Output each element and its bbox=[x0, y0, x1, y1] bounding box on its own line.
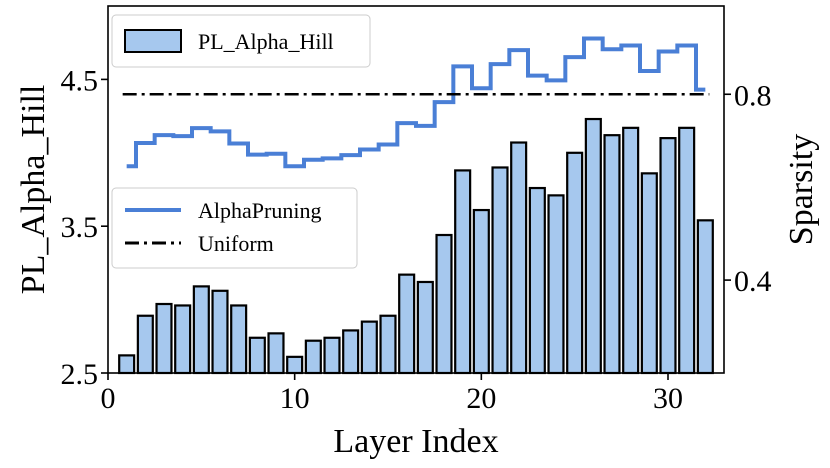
bar-layer-3 bbox=[155, 302, 173, 375]
bar-layer-28 bbox=[622, 126, 640, 375]
bar-layer-2 bbox=[136, 314, 154, 375]
bar-layer-1 bbox=[118, 354, 136, 375]
bar-layer-7 bbox=[230, 304, 248, 375]
bar-layer-25 bbox=[566, 151, 584, 375]
bar-layer-9 bbox=[267, 332, 285, 375]
bar-layer-19 bbox=[454, 169, 472, 375]
y-right-tick-label: 0.4 bbox=[734, 265, 772, 298]
x-tick-label: 30 bbox=[653, 382, 683, 415]
bar-layer-22 bbox=[510, 141, 528, 375]
y-axis-label-right: Sparsity bbox=[783, 134, 820, 245]
line-alphapruning bbox=[126, 36, 706, 169]
x-tick-label: 10 bbox=[280, 382, 310, 415]
bar-layer-30 bbox=[659, 137, 677, 375]
bar-layer-27 bbox=[603, 134, 621, 375]
bar-layer-24 bbox=[547, 194, 565, 375]
legend-label-alphapruning: AlphaPruning bbox=[198, 198, 321, 223]
bar-layer-18 bbox=[435, 233, 453, 375]
legend-lower: AlphaPruning Uniform bbox=[111, 187, 358, 269]
bar-layer-6 bbox=[211, 289, 229, 375]
bar-layer-8 bbox=[248, 336, 266, 375]
y-left-tick-label: 2.5 bbox=[61, 358, 99, 391]
legend-label-pl-alpha-hill: PL_Alpha_Hill bbox=[198, 29, 334, 54]
bar-layer-15 bbox=[379, 314, 397, 375]
plot-frame bbox=[107, 5, 725, 374]
bar-layer-16 bbox=[398, 273, 416, 375]
bar-layer-32 bbox=[696, 219, 714, 375]
bar-layer-4 bbox=[174, 304, 192, 375]
x-tick-label: 20 bbox=[466, 382, 496, 415]
y-right-tick-label: 0.8 bbox=[734, 79, 772, 112]
y-axis-label-left: PL_Alpha_Hill bbox=[15, 85, 52, 295]
x-tick-label: 0 bbox=[101, 382, 116, 415]
y-left-tick-label: 4.5 bbox=[61, 64, 99, 97]
bar-layer-10 bbox=[286, 355, 304, 375]
bar-layer-13 bbox=[342, 329, 360, 375]
ticks-layer: 0 10 20 30 2.5 3.5 4.5 0.4 0.8 bbox=[61, 64, 772, 415]
bar-layer-14 bbox=[360, 320, 378, 375]
bar-layer-5 bbox=[192, 285, 210, 375]
legend-upper-frame bbox=[111, 14, 371, 68]
bar-layer-26 bbox=[584, 117, 602, 375]
bar-layer-20 bbox=[472, 208, 490, 375]
bar-layer-11 bbox=[304, 339, 322, 375]
bar-layer-12 bbox=[323, 336, 341, 375]
bars-layer bbox=[118, 117, 714, 375]
lines-layer bbox=[122, 36, 710, 169]
legend-swatch-bar bbox=[124, 29, 182, 53]
bar-layer-21 bbox=[491, 166, 509, 375]
x-axis-label: Layer Index bbox=[333, 423, 498, 460]
bar-layer-23 bbox=[528, 186, 546, 375]
legend-upper: PL_Alpha_Hill bbox=[111, 14, 371, 68]
y-left-tick-label: 3.5 bbox=[61, 211, 99, 244]
bar-layer-31 bbox=[678, 126, 696, 375]
legend-label-uniform: Uniform bbox=[198, 231, 274, 256]
bar-layer-17 bbox=[416, 280, 434, 375]
bar-layer-29 bbox=[640, 172, 658, 375]
